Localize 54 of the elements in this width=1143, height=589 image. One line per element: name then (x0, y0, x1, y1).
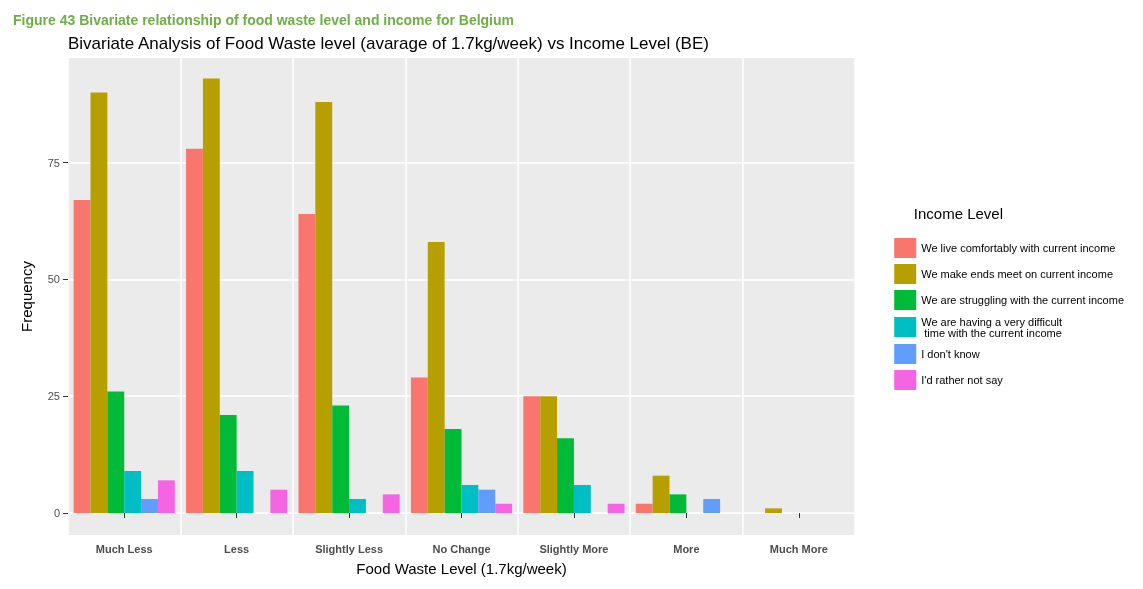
bar (349, 499, 366, 514)
bar (157, 480, 175, 514)
bar (703, 499, 721, 514)
bar (410, 377, 428, 514)
bar (495, 503, 513, 514)
bar (332, 405, 350, 514)
y-tick-label: 25 (47, 390, 60, 403)
legend-label: We are having a very difficult time with the current income (921, 315, 1063, 339)
x-tick-label: Much Less (95, 542, 153, 555)
legend-label: We are struggling with the current income (921, 294, 1124, 306)
bar (219, 414, 237, 514)
x-tick-label: More (673, 542, 700, 555)
bar (557, 438, 574, 514)
bar (90, 92, 108, 514)
bar (444, 428, 462, 514)
bar (461, 485, 479, 514)
bar (73, 200, 91, 514)
chart-title: Bivariate Analysis of Food Waste level (avarage of 1.7kg/week) vs Income Level (BE) (68, 34, 709, 53)
y-tick-label: 75 (47, 156, 60, 169)
bar (298, 214, 316, 514)
bar (573, 485, 591, 514)
x-tick-label: Slightly More (539, 542, 609, 555)
x-tick-label: Less (224, 542, 250, 555)
y-axis-title: Frequency (18, 260, 35, 332)
bar (124, 471, 142, 514)
bar (652, 475, 670, 514)
bar (186, 148, 203, 514)
caption: Figure 43 Bivariate relationship of food waste level and income for Belgium (13, 12, 514, 28)
bar (141, 499, 158, 514)
bar (427, 242, 445, 514)
legend-label: I don't know (921, 348, 980, 360)
bar (765, 508, 782, 514)
bar (607, 503, 625, 514)
legend-label: We live comfortably with current income (921, 242, 1116, 254)
bar (540, 396, 558, 514)
y-tick-label: 0 (53, 507, 60, 520)
bar (523, 396, 541, 514)
bar (236, 471, 254, 514)
x-tick-label: No Change (432, 542, 491, 555)
legend-title: Income Level (913, 205, 1003, 222)
y-tick-label: 50 (47, 273, 60, 286)
bar (107, 391, 125, 514)
bar (202, 78, 220, 514)
bar (315, 101, 333, 514)
legend-label: I'd rather not say (921, 374, 1004, 386)
legend-label: We make ends meet on current income (921, 268, 1113, 280)
x-tick-label: Slightly Less (315, 542, 383, 555)
bar (270, 489, 288, 514)
x-axis-title: Food Waste Level (1.7kg/week) (356, 560, 567, 577)
x-tick-label: Much More (769, 542, 828, 555)
bar (382, 494, 400, 514)
bar (635, 503, 653, 514)
bar (478, 489, 496, 514)
bar (669, 494, 687, 514)
